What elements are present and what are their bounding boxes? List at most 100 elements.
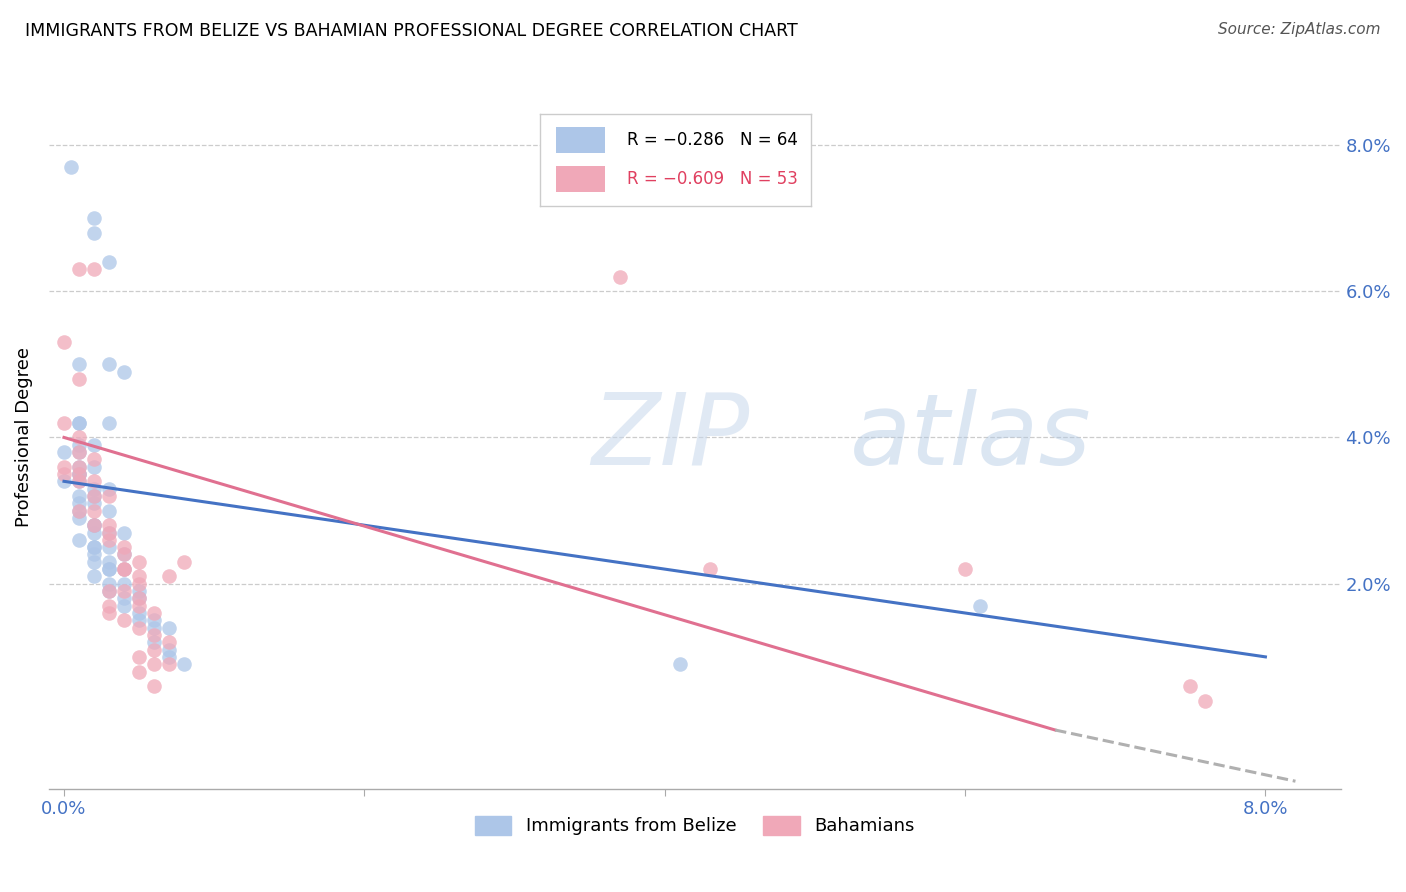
Point — [83, 482, 105, 496]
Text: atlas: atlas — [849, 389, 1091, 486]
Point — [67, 511, 90, 525]
Point — [67, 496, 90, 510]
Point — [143, 642, 166, 657]
Point — [98, 503, 121, 517]
Point — [98, 482, 121, 496]
Point — [128, 576, 150, 591]
Point — [157, 642, 180, 657]
Point — [128, 591, 150, 606]
Point — [83, 540, 105, 554]
Point — [128, 555, 150, 569]
Point — [60, 160, 83, 174]
Point — [98, 555, 121, 569]
Point — [67, 475, 90, 489]
Point — [112, 365, 135, 379]
Point — [98, 540, 121, 554]
Point — [128, 591, 150, 606]
Point — [98, 518, 121, 533]
Point — [67, 475, 90, 489]
Point — [83, 452, 105, 467]
Point — [67, 416, 90, 430]
Point — [143, 628, 166, 642]
Point — [53, 416, 76, 430]
Point — [67, 357, 90, 371]
Point — [67, 459, 90, 474]
Point — [143, 621, 166, 635]
Point — [143, 635, 166, 649]
Point — [83, 438, 105, 452]
Point — [157, 635, 180, 649]
Point — [83, 548, 105, 562]
Point — [83, 518, 105, 533]
Point — [83, 569, 105, 583]
Point — [67, 533, 90, 547]
Point — [173, 657, 195, 672]
Point — [157, 657, 180, 672]
Point — [699, 562, 721, 576]
Legend: Immigrants from Belize, Bahamians: Immigrants from Belize, Bahamians — [468, 809, 921, 843]
Point — [83, 518, 105, 533]
Point — [112, 548, 135, 562]
Point — [1180, 679, 1202, 693]
Point — [128, 613, 150, 627]
Y-axis label: Professional Degree: Professional Degree — [15, 348, 32, 527]
Point — [83, 211, 105, 225]
Point — [98, 584, 121, 599]
Point — [112, 540, 135, 554]
Point — [98, 562, 121, 576]
Point — [67, 372, 90, 386]
Point — [1194, 694, 1216, 708]
Point — [609, 269, 631, 284]
Point — [98, 533, 121, 547]
Point — [112, 591, 135, 606]
Point — [112, 584, 135, 599]
Point — [67, 262, 90, 277]
Point — [67, 467, 90, 481]
Point — [969, 599, 991, 613]
Point — [98, 255, 121, 269]
Point — [83, 525, 105, 540]
Point — [128, 606, 150, 620]
Point — [67, 438, 90, 452]
Point — [83, 496, 105, 510]
Point — [143, 679, 166, 693]
Point — [98, 357, 121, 371]
Text: IMMIGRANTS FROM BELIZE VS BAHAMIAN PROFESSIONAL DEGREE CORRELATION CHART: IMMIGRANTS FROM BELIZE VS BAHAMIAN PROFE… — [25, 22, 799, 40]
Point — [98, 584, 121, 599]
Point — [128, 621, 150, 635]
Point — [83, 555, 105, 569]
Point — [112, 613, 135, 627]
Point — [67, 459, 90, 474]
Point — [67, 445, 90, 459]
Point — [98, 489, 121, 503]
Point — [112, 548, 135, 562]
Text: ZIP: ZIP — [592, 389, 749, 486]
Point — [67, 467, 90, 481]
Point — [128, 665, 150, 679]
Point — [67, 467, 90, 481]
Point — [143, 606, 166, 620]
Point — [143, 613, 166, 627]
Point — [953, 562, 976, 576]
Point — [112, 525, 135, 540]
Point — [67, 430, 90, 444]
Point — [112, 562, 135, 576]
Point — [53, 459, 76, 474]
Point — [98, 599, 121, 613]
Point — [67, 503, 90, 517]
Point — [67, 416, 90, 430]
Point — [157, 649, 180, 664]
Point — [143, 657, 166, 672]
Point — [128, 649, 150, 664]
Point — [83, 489, 105, 503]
Point — [98, 606, 121, 620]
Point — [668, 657, 690, 672]
Point — [83, 540, 105, 554]
Point — [83, 459, 105, 474]
Point — [83, 262, 105, 277]
Point — [53, 445, 76, 459]
Point — [157, 621, 180, 635]
Point — [83, 503, 105, 517]
Point — [53, 475, 76, 489]
Point — [112, 562, 135, 576]
